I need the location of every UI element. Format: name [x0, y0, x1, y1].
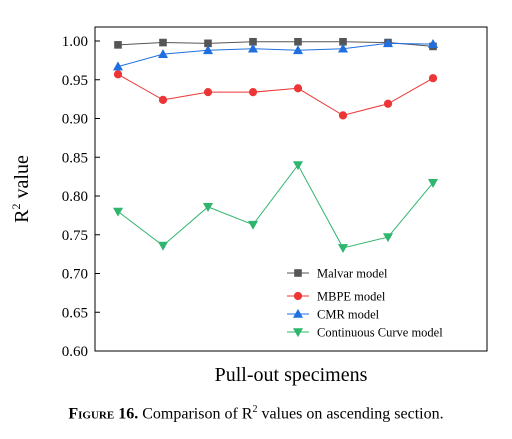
series-layer — [112, 37, 439, 254]
series-line-malvar-model — [117, 41, 434, 47]
y-tick-label: 0.95 — [62, 73, 88, 89]
data-point-mbpe-model — [158, 95, 168, 104]
y-tick-label: 0.65 — [62, 305, 88, 321]
y-axis: 0.60 0.65 0.70 0.75 0.80 0.85 0.90 0.95 1.00 — [62, 34, 100, 360]
series-line-continuous-curve-model — [117, 164, 434, 249]
data-point-mbpe-model — [248, 88, 258, 97]
legend-entry-malvar-model: Malvar model — [287, 267, 388, 281]
caption-superscript: 2 — [252, 404, 258, 415]
series-continuous-curve-model — [112, 161, 439, 254]
data-point-cmr-model — [382, 38, 394, 48]
data-point-continuous-curve-model — [112, 207, 124, 217]
legend-entry-mbpe-model: MBPE model — [287, 290, 386, 304]
legend-label: Malvar model — [317, 267, 388, 281]
legend-label: Continuous Curve model — [317, 326, 443, 340]
y-tick-label: 0.85 — [62, 150, 88, 166]
y-tick-label: 1.00 — [62, 34, 88, 50]
legend-marker — [292, 328, 304, 338]
data-point-continuous-curve-model — [382, 233, 394, 243]
data-point-continuous-curve-model — [202, 203, 214, 212]
data-point-continuous-curve-model — [247, 220, 259, 230]
data-point-malvar-model — [294, 37, 302, 46]
data-point-cmr-model — [427, 38, 439, 48]
caption-text: Comparison of R — [138, 405, 253, 423]
data-point-continuous-curve-model — [292, 161, 304, 171]
data-point-mbpe-model — [113, 70, 123, 79]
data-point-malvar-model — [114, 41, 122, 49]
caption-text-end: values on ascending section. — [257, 405, 444, 423]
legend-entry-continuous-curve-model: Continuous Curve model — [287, 326, 443, 340]
data-point-cmr-model — [112, 61, 124, 71]
data-point-cmr-model — [157, 49, 169, 58]
figure-caption: Figure 16. Comparison of R2 values on as… — [0, 404, 512, 423]
data-point-continuous-curve-model — [337, 244, 349, 254]
plot-frame — [94, 26, 488, 352]
data-point-continuous-curve-model — [157, 241, 169, 251]
series-line-mbpe-model — [117, 73, 434, 116]
legend-marker — [293, 291, 303, 301]
y-tick-label: 0.75 — [62, 228, 88, 244]
legend-label: MBPE model — [317, 290, 386, 304]
y-tick-label: 0.70 — [62, 267, 88, 283]
data-point-cmr-model — [247, 43, 259, 53]
data-point-mbpe-model — [203, 88, 213, 97]
legend-marker — [294, 269, 302, 277]
series-line-cmr-model — [117, 42, 434, 68]
data-point-cmr-model — [292, 45, 304, 55]
legend: Malvar model MBPE model CMR model Continuou… — [287, 267, 443, 340]
figure-label: Figure 16. — [68, 405, 139, 423]
y-tick-label: 0.80 — [62, 189, 88, 205]
x-axis-title: Pull-out specimens — [215, 364, 368, 386]
legend-entry-cmr-model: CMR model — [287, 308, 380, 322]
legend-label: CMR model — [317, 308, 380, 322]
data-point-malvar-model — [159, 38, 167, 47]
legend-marker — [292, 308, 304, 318]
series-mbpe-model — [113, 70, 438, 120]
y-tick-label: 0.90 — [62, 112, 88, 128]
series-cmr-model — [112, 38, 439, 71]
data-point-mbpe-model — [293, 84, 303, 93]
data-point-mbpe-model — [338, 111, 348, 120]
data-point-continuous-curve-model — [427, 179, 439, 188]
data-point-cmr-model — [202, 45, 214, 55]
data-point-cmr-model — [337, 43, 349, 53]
y-tick-label: 0.60 — [62, 344, 88, 360]
data-point-mbpe-model — [428, 74, 438, 83]
data-point-mbpe-model — [383, 99, 393, 108]
y-axis-title: R2 value — [9, 155, 33, 223]
